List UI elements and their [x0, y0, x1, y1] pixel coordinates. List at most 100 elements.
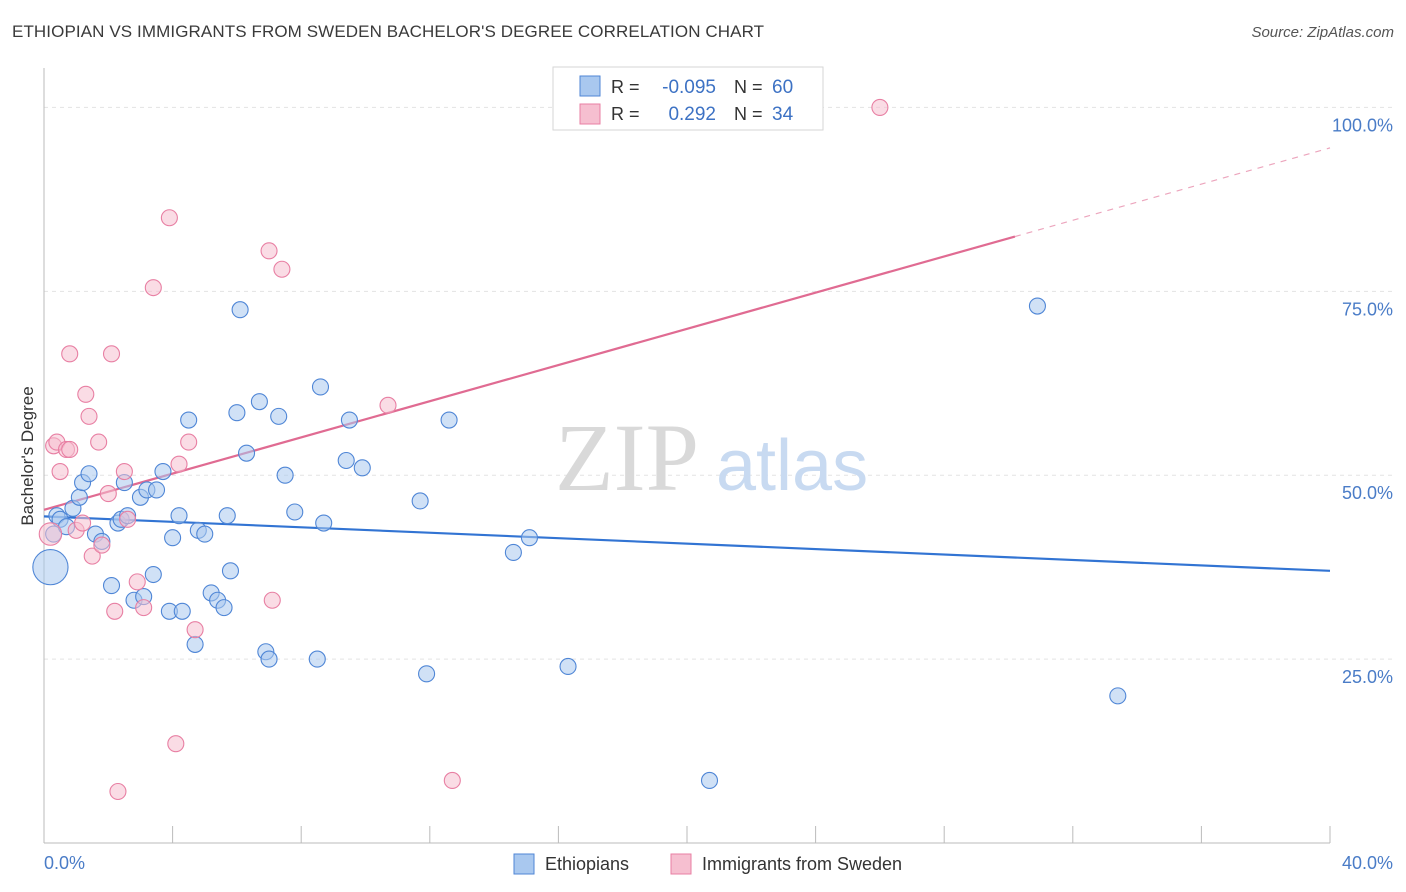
sweden-point-16 — [106, 602, 124, 620]
ethiopians-point-8 — [80, 465, 98, 483]
ethiopians-point-27 — [180, 411, 198, 429]
source-label: Source: ZipAtlas.com — [1251, 24, 1394, 41]
ethiopians-point-56 — [559, 657, 577, 676]
ethiopians-point-54 — [504, 543, 522, 561]
ethiopians-point-26 — [173, 602, 191, 620]
trend-lines — [43, 147, 1331, 572]
ethiopians-point-21 — [147, 481, 166, 499]
sweden-point-19 — [119, 510, 137, 528]
sweden-point-10 — [80, 407, 98, 425]
ethiopians-point-25 — [170, 507, 188, 525]
sweden-point-5 — [61, 440, 79, 459]
sweden-point-27 — [186, 621, 204, 639]
sweden-point-24 — [167, 735, 185, 753]
series-legend: Ethiopians Immigrants from Sweden — [513, 853, 902, 875]
legend-r-value-1: -0.095 — [662, 77, 716, 98]
ethiopians-point-43 — [276, 466, 294, 484]
sweden-point-26 — [180, 433, 198, 451]
ethiopians-point-20 — [144, 565, 162, 584]
legend-n-value-2: 34 — [772, 104, 794, 125]
ethiopians-point-46 — [311, 378, 330, 396]
sweden-point-6 — [61, 345, 79, 363]
sweden-point-31 — [379, 396, 397, 414]
legend-swatch-pink — [579, 103, 601, 125]
ethiopians-point-30 — [196, 525, 214, 543]
sweden-point-13 — [93, 536, 111, 554]
y-tick-label-50: 50.0% — [1342, 483, 1393, 503]
sweden-point-25 — [170, 455, 188, 473]
sweden-point-22 — [144, 279, 162, 297]
legend-sweden-label: Immigrants from Sweden — [702, 854, 902, 874]
x-tick-label-0: 0.0% — [44, 853, 85, 873]
y-tick-labels: 25.0% 50.0% 75.0% 100.0% — [1332, 115, 1393, 687]
ethiopians-point-51 — [411, 492, 429, 510]
y-tick-label-100: 100.0% — [1332, 115, 1393, 135]
sweden-point-0 — [38, 522, 63, 546]
sweden-points — [38, 98, 889, 801]
y-tick-label-25: 25.0% — [1342, 667, 1393, 687]
ethiopians-point-45 — [308, 650, 326, 668]
sweden-point-14 — [99, 485, 117, 503]
ethiopians-point-49 — [337, 451, 355, 470]
ethiopians-point-6 — [70, 488, 88, 506]
sweden-point-30 — [273, 260, 291, 278]
legend-n-value-1: 60 — [772, 77, 793, 98]
watermark-atlas: atlas — [716, 426, 868, 506]
sweden-point-23 — [160, 209, 178, 227]
ethiopians-point-42 — [270, 407, 288, 425]
legend-r-label-2: R = — [611, 104, 640, 124]
ethiopians-point-11 — [102, 576, 121, 595]
ethiopians-point-37 — [231, 301, 249, 319]
ethiopians-point-35 — [221, 562, 240, 580]
ethiopians-point-59 — [1109, 687, 1127, 705]
ethiopians-point-41 — [260, 650, 278, 668]
watermark-zip: ZIP — [555, 404, 699, 511]
legend-ethiopians-label: Ethiopians — [545, 854, 629, 874]
stats-legend: R = -0.095 N = 60 R = 0.292 N = 34 — [552, 66, 824, 131]
gridlines — [44, 106, 1392, 660]
chart-title: ETHIOPIAN VS IMMIGRANTS FROM SWEDEN BACH… — [12, 22, 765, 41]
ethiopians-point-50 — [353, 459, 371, 477]
sweden-point-12 — [90, 433, 108, 451]
sweden-point-21 — [135, 599, 153, 617]
ethiopians-point-57 — [700, 771, 719, 790]
ethiopians-point-44 — [286, 503, 304, 521]
x-axis-ticks — [43, 826, 1331, 843]
sweden-point-3 — [51, 462, 69, 481]
ethiopians-point-24 — [164, 529, 182, 547]
x-tick-label-40: 40.0% — [1342, 853, 1393, 873]
ethiopians-point-58 — [1028, 297, 1046, 315]
ethiopians-point-0 — [32, 549, 69, 586]
watermark: ZIP atlas — [555, 404, 868, 511]
ethiopians-point-38 — [237, 444, 256, 462]
sweden-point-18 — [115, 462, 133, 481]
sweden-point-17 — [109, 782, 127, 801]
legend-r-label-1: R = — [611, 77, 640, 97]
ethiopians-point-33 — [215, 599, 233, 617]
sweden-point-32 — [443, 771, 461, 790]
sweden-point-33 — [871, 98, 889, 116]
ethiopians-point-39 — [250, 393, 268, 411]
ethiopians-point-55 — [520, 529, 539, 547]
sweden-point-8 — [74, 514, 92, 532]
ethiopians-point-36 — [228, 404, 246, 422]
legend-r-value-2: 0.292 — [668, 104, 716, 125]
sweden-point-20 — [128, 573, 146, 591]
sweden-point-15 — [102, 345, 121, 363]
legend-n-label-1: N = — [734, 77, 763, 97]
ethiopians-points — [32, 297, 1127, 790]
legend-sweden-swatch — [670, 853, 692, 875]
ethiopians-point-28 — [186, 635, 204, 653]
ethiopians-point-47 — [315, 514, 333, 532]
ethiopians-point-48 — [340, 411, 358, 429]
ethiopians-point-22 — [154, 462, 172, 481]
trend-line-ethiopians — [43, 515, 1331, 572]
y-tick-label-75: 75.0% — [1342, 299, 1393, 319]
sweden-point-11 — [83, 547, 101, 565]
sweden-point-9 — [77, 385, 95, 403]
trend-line-sweden — [43, 235, 1016, 511]
ethiopians-point-53 — [440, 411, 458, 429]
legend-swatch-blue — [579, 75, 601, 97]
legend-ethiopians-swatch — [513, 853, 535, 875]
